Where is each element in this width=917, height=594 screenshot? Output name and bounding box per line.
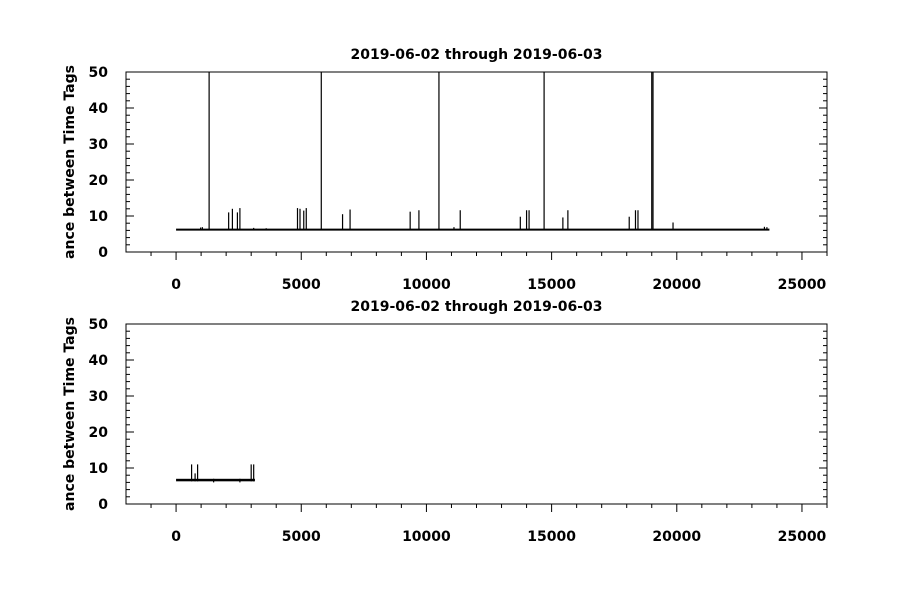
x-tick-label: 20000 xyxy=(652,277,701,293)
x-tick-label: 5000 xyxy=(282,277,321,293)
x-tick-label: 15000 xyxy=(527,277,576,293)
y-tick-label: 40 xyxy=(89,353,109,369)
y-tick-label: 50 xyxy=(89,317,109,333)
chart-panel-1: 2019-06-02 through 2019-06-03 0 10 20 30 40 50… xyxy=(62,47,828,293)
y-tick-label: 30 xyxy=(89,137,109,153)
x-tick-label: 5000 xyxy=(282,529,321,545)
plot-frame xyxy=(125,323,828,505)
y-tick-label: 0 xyxy=(98,497,108,513)
x-tick-label: 20000 xyxy=(652,529,701,545)
x-tick-label: 25000 xyxy=(778,529,827,545)
y-tick-label: 20 xyxy=(89,173,109,189)
x-tick-label: 10000 xyxy=(402,277,451,293)
series-band xyxy=(176,478,255,482)
y-tick-label: 20 xyxy=(89,425,109,441)
chart-title: 2019-06-02 through 2019-06-03 xyxy=(351,47,603,63)
chart-panel-2: 2019-06-02 through 2019-06-03 0 10 20 30 40 50… xyxy=(62,299,828,545)
x-tick-label: 0 xyxy=(171,277,181,293)
x-tick-label: 10000 xyxy=(402,529,451,545)
y-tick-label: 10 xyxy=(89,461,109,477)
y-tick-label: 10 xyxy=(89,209,109,225)
y-tick-label: 0 xyxy=(98,245,108,261)
plot-frame xyxy=(125,71,828,253)
x-tick-label: 15000 xyxy=(527,529,576,545)
y-tick-label: 40 xyxy=(89,101,109,117)
y-tick-label: 50 xyxy=(89,65,109,81)
x-tick-label: 0 xyxy=(171,529,181,545)
y-axis-label: ance between Time Tags xyxy=(62,317,78,511)
chart-title: 2019-06-02 through 2019-06-03 xyxy=(351,299,603,315)
y-axis-label: ance between Time Tags xyxy=(62,65,78,259)
y-tick-label: 30 xyxy=(89,389,109,405)
x-tick-label: 25000 xyxy=(778,277,827,293)
